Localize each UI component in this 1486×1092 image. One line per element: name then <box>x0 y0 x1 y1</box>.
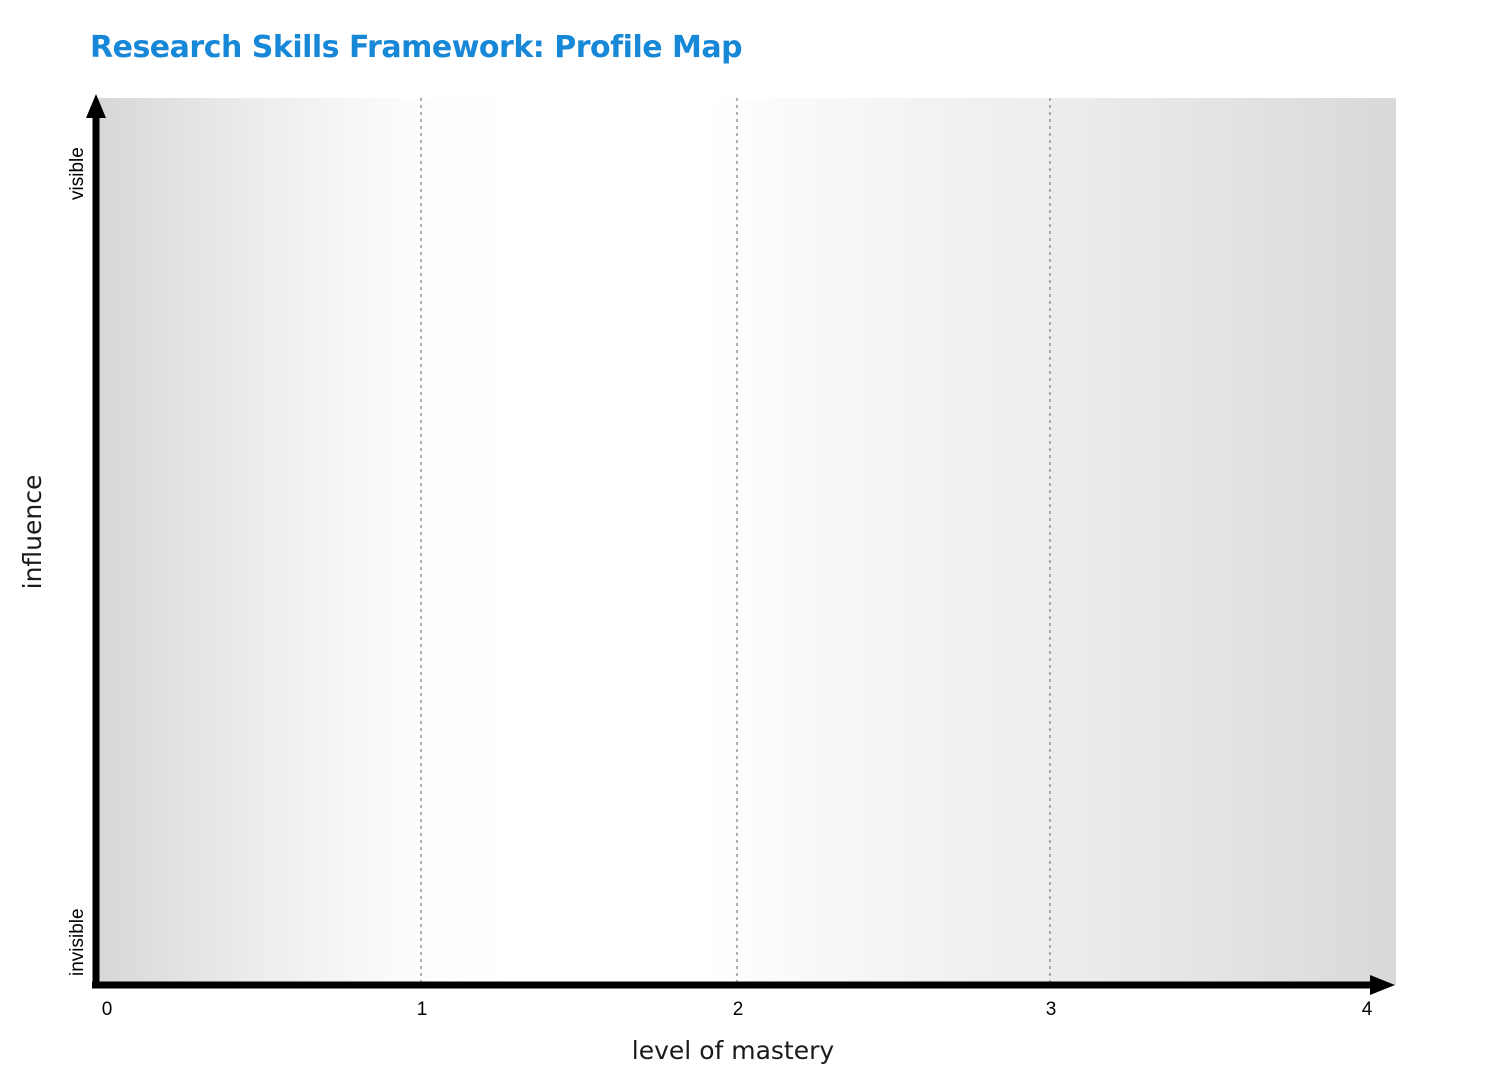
y-axis-title: influence <box>18 475 47 590</box>
plot-background <box>96 98 1396 985</box>
page-title: Research Skills Framework: Profile Map <box>90 30 743 65</box>
x-tick-label-0: 0 <box>102 999 113 1020</box>
x-tick-labels: 0 1 2 3 4 <box>102 999 1373 1020</box>
y-axis-low-label: invisible <box>67 908 88 976</box>
y-axis-high-label: visible <box>67 147 88 200</box>
x-tick-label-2: 2 <box>733 999 744 1020</box>
x-axis-title: level of mastery <box>632 1036 835 1065</box>
x-tick-label-4: 4 <box>1362 999 1373 1020</box>
x-axis-arrowhead <box>1370 975 1395 995</box>
y-axis-arrowhead <box>86 94 106 118</box>
x-tick-label-1: 1 <box>417 999 428 1020</box>
grid-lines <box>420 98 1051 982</box>
x-tick-label-3: 3 <box>1046 999 1057 1020</box>
